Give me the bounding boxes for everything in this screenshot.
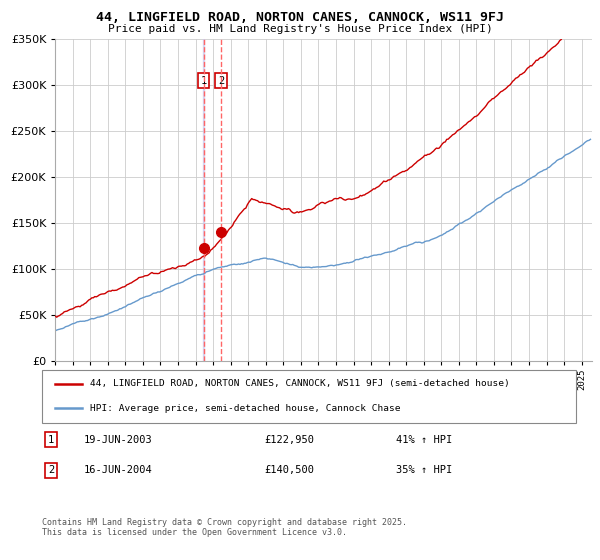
Text: Price paid vs. HM Land Registry's House Price Index (HPI): Price paid vs. HM Land Registry's House … [107,24,493,34]
Text: 1: 1 [48,435,54,445]
Text: 19-JUN-2003: 19-JUN-2003 [84,435,153,445]
Text: 44, LINGFIELD ROAD, NORTON CANES, CANNOCK, WS11 9FJ (semi-detached house): 44, LINGFIELD ROAD, NORTON CANES, CANNOC… [90,380,510,389]
Text: 2: 2 [48,465,54,475]
Text: Contains HM Land Registry data © Crown copyright and database right 2025.
This d: Contains HM Land Registry data © Crown c… [42,518,407,538]
Bar [203,39,204,361]
FancyBboxPatch shape [42,370,576,423]
Text: 1: 1 [200,76,207,86]
Text: 16-JUN-2004: 16-JUN-2004 [84,465,153,475]
Text: 35% ↑ HPI: 35% ↑ HPI [396,465,452,475]
Text: 41% ↑ HPI: 41% ↑ HPI [396,435,452,445]
Text: 44, LINGFIELD ROAD, NORTON CANES, CANNOCK, WS11 9FJ: 44, LINGFIELD ROAD, NORTON CANES, CANNOC… [96,11,504,24]
Text: 2: 2 [218,76,224,86]
Text: £122,950: £122,950 [264,435,314,445]
Text: HPI: Average price, semi-detached house, Cannock Chase: HPI: Average price, semi-detached house,… [90,404,401,413]
Text: £140,500: £140,500 [264,465,314,475]
